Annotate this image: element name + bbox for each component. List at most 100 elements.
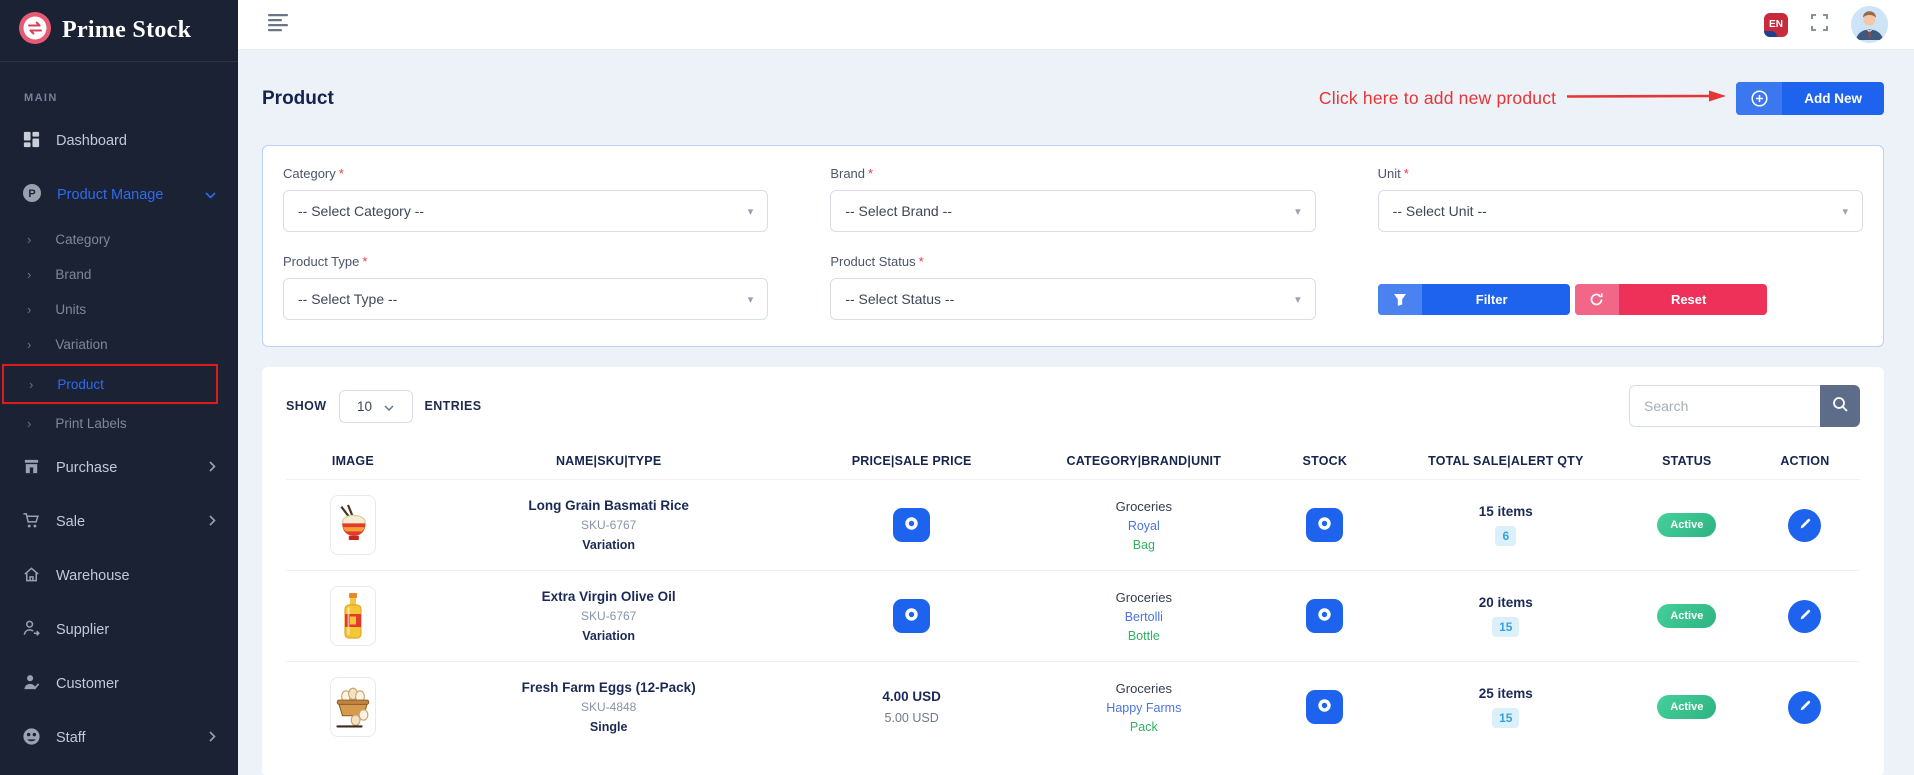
sidebar-subitem-product[interactable]: › Product [2,364,218,404]
sidebar-item-supplier[interactable]: Supplier [0,603,238,657]
product-table-card: SHOW 10 ENTRIES [262,367,1884,775]
product-image-rice-bowl [329,495,376,555]
required-asterisk: * [1403,166,1409,181]
product-type-select[interactable]: -- Select Type -- ▾ [283,278,769,320]
product-status-select[interactable]: -- Select Status -- ▾ [830,278,1316,320]
user-avatar[interactable] [1851,6,1888,43]
pencil-icon [1798,699,1812,716]
product-type: Variation [582,538,636,552]
sidebar-item-label: Dashboard [56,133,127,149]
hamburger-menu-icon[interactable] [268,12,292,37]
view-stock-button[interactable] [1306,508,1344,542]
chevron-right-icon [209,514,216,530]
chevron-right-icon: › [27,232,32,247]
entries-label: ENTRIES [424,399,482,413]
sidebar-subitem-units[interactable]: › Units [0,292,238,327]
pencil-icon [1798,517,1812,534]
view-stock-button[interactable] [1306,690,1344,724]
annotation-arrow [1565,87,1727,110]
product-sku: SKU-6767 [580,518,637,532]
dashboard-icon [22,130,41,153]
sidebar-subitem-category[interactable]: › Category [0,222,238,257]
table-header-row: IMAGE NAME|SKU|TYPE PRICE|SALE PRICE CAT… [286,443,1860,480]
field-label: Product Status [830,254,916,269]
required-asterisk: * [362,254,368,269]
select-value: -- Select Brand -- [845,203,952,219]
sidebar-item-label: Product Manage [57,187,164,203]
search-group [1629,385,1860,427]
sidebar-item-customer[interactable]: Customer [0,657,238,711]
brand-select[interactable]: -- Select Brand -- ▾ [830,190,1316,232]
view-price-button[interactable] [893,508,931,542]
sidebar-item-warehouse[interactable]: Warehouse [0,549,238,603]
chevron-down-icon: ▾ [1842,205,1848,218]
sidebar-item-label: Purchase [56,460,118,476]
sidebar-subitem-print-labels[interactable]: › Print Labels [0,406,238,441]
sidebar-item-purchase[interactable]: Purchase [0,441,238,495]
sidebar-item-dashboard[interactable]: Dashboard [0,114,238,168]
total-sale: 15 items [1478,504,1533,519]
sidebar-subitem-variation[interactable]: › Variation [0,327,238,362]
fullscreen-icon[interactable] [1810,13,1829,37]
chevron-down-icon [384,399,394,414]
total-sale: 20 items [1478,595,1533,610]
edit-button[interactable] [1788,690,1822,724]
category-select[interactable]: -- Select Category -- ▾ [283,190,769,232]
add-new-button[interactable]: Add New [1736,82,1884,115]
col-stock: STOCK [1302,454,1348,468]
sidebar-subitem-label: Variation [55,337,108,352]
sidebar-subitem-label: Units [55,302,87,317]
required-asterisk: * [338,166,344,181]
total-sale: 25 items [1478,686,1533,701]
sidebar-item-sale[interactable]: Sale [0,495,238,549]
sidebar-item-label: Staff [56,730,86,746]
eye-icon [904,607,919,625]
col-action: ACTION [1780,454,1830,468]
reset-button[interactable]: Reset [1574,284,1767,315]
sidebar-item-product-manage[interactable]: P Product Manage [0,168,238,222]
sidebar-item-label: Warehouse [56,568,130,584]
unit-select[interactable]: -- Select Unit -- ▾ [1377,190,1863,232]
page-header: Product Click here to add new product [262,82,1884,115]
product-sale-price: 5.00 USD [884,711,939,725]
language-badge[interactable]: EN [1764,12,1788,37]
brand-logo[interactable]: Prime Stock [0,0,238,62]
sidebar-subitem-brand[interactable]: › Brand [0,257,238,292]
status-badge: Active [1657,695,1717,719]
product-image-egg-basket [329,677,376,737]
filter-field-category: Category * -- Select Category -- ▾ [283,158,769,232]
search-button[interactable] [1820,385,1860,427]
chevron-right-icon: › [27,267,32,282]
filter-actions: Filter Reset [1377,284,1863,320]
table-row: Fresh Farm Eggs (12-Pack) SKU-4848 Singl… [286,661,1860,752]
view-stock-button[interactable] [1306,599,1344,633]
chevron-down-icon: ▾ [747,205,754,218]
page-size-select[interactable]: 10 [338,389,413,423]
exchange-arrows-icon [18,11,52,50]
table-controls: SHOW 10 ENTRIES [286,385,1860,427]
page-size-value: 10 [356,398,373,414]
cart-icon [22,511,41,534]
product-price: 4.00 USD [882,689,941,704]
field-label: Product Type [283,254,360,269]
eye-icon [1317,698,1332,716]
table-row: Extra Virgin Olive Oil SKU-6767 Variatio… [286,570,1860,662]
store-icon [22,457,41,480]
filter-button[interactable]: Filter [1377,284,1570,315]
eye-icon [1317,607,1332,625]
col-image: IMAGE [331,454,374,468]
search-input[interactable] [1629,385,1820,427]
funnel-icon [1377,284,1422,315]
edit-button[interactable] [1788,508,1822,542]
sidebar: Prime Stock MAIN Dashboard P [0,0,238,775]
product-type: Variation [582,629,636,643]
product-name: Extra Virgin Olive Oil [541,589,676,604]
filter-field-product-status: Product Status * -- Select Status -- ▾ [830,246,1316,320]
product-manage-icon: P [22,183,42,207]
product-category: Groceries [1115,498,1172,514]
chevron-right-icon: › [27,302,32,317]
edit-button[interactable] [1788,599,1822,633]
view-price-button[interactable] [893,599,931,633]
sidebar-item-staff[interactable]: Staff [0,711,238,765]
select-value: -- Select Status -- [845,291,955,307]
